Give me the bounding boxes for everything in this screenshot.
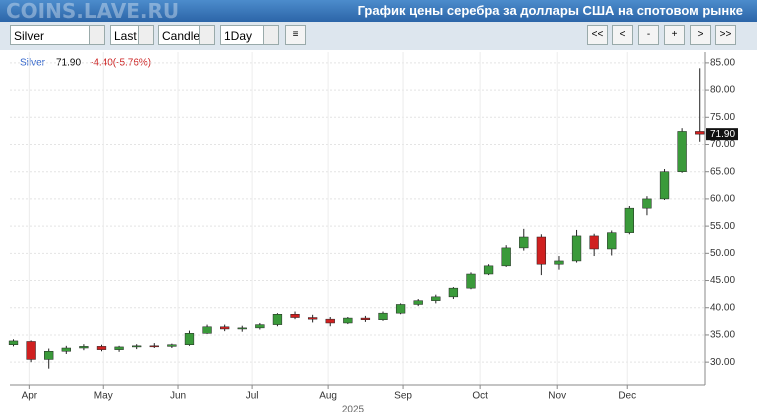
y-tick-label: 30.00 — [710, 357, 735, 368]
candle-body — [220, 326, 230, 330]
candle-body — [360, 317, 371, 320]
candle-body — [26, 341, 36, 360]
candle-body — [589, 235, 599, 250]
candle-body — [96, 346, 107, 350]
candle-body — [132, 345, 142, 348]
candle-body — [343, 317, 353, 324]
price-tag-label: 71.90 — [710, 129, 735, 140]
candle-body — [307, 317, 318, 320]
y-tick-label: 80.00 — [710, 85, 735, 96]
candle-body — [184, 333, 195, 345]
y-tick-label: 45.00 — [710, 275, 735, 286]
candle-body — [44, 351, 54, 360]
nav-button[interactable]: - — [638, 25, 659, 45]
candle-body — [677, 131, 687, 172]
candle-body — [695, 131, 705, 135]
y-tick-label: 75.00 — [710, 112, 735, 123]
candle-body — [413, 300, 423, 305]
header: COINS.LAVE.RU График цены серебра за дол… — [0, 0, 757, 23]
nav-button[interactable]: >> — [715, 25, 736, 45]
candle-body — [149, 345, 159, 348]
y-tick-label: 60.00 — [710, 194, 735, 205]
candle-body — [607, 232, 617, 250]
candle-body — [395, 304, 406, 314]
y-tick-label: 85.00 — [710, 58, 735, 69]
candle-body — [501, 247, 511, 267]
y-tick-label: 50.00 — [710, 248, 735, 259]
candle-body — [624, 207, 634, 233]
candle-body — [237, 327, 247, 330]
y-tick-label: 35.00 — [710, 330, 735, 341]
y-tick-label: 55.00 — [710, 221, 735, 232]
x-tick-label: Apr — [22, 391, 38, 402]
y-tick-label: 40.00 — [710, 302, 735, 313]
y-tick-label: 65.00 — [710, 166, 735, 177]
candle-body — [483, 265, 494, 275]
x-tick-label: May — [94, 391, 113, 402]
x-tick-label: Dec — [618, 391, 636, 402]
symbol-select[interactable]: Silver — [10, 25, 105, 45]
candle-body — [167, 344, 177, 347]
chart-bg — [0, 50, 757, 412]
period-select[interactable]: 1Day — [220, 25, 279, 45]
x-tick-label: Nov — [548, 391, 566, 402]
candle-body — [642, 198, 652, 209]
candle-body — [659, 171, 670, 200]
price-select[interactable]: Last — [110, 25, 154, 45]
candle-body — [378, 312, 388, 320]
y-tick-label: 70.00 — [710, 139, 735, 150]
candle-body — [202, 326, 212, 334]
chart: Silver 71.90 -4.40(-5.76%) 2025 30.00 35.… — [0, 50, 757, 412]
x-tick-label: Oct — [472, 391, 488, 402]
candle-body — [536, 236, 547, 265]
legend-name: Silver — [20, 58, 46, 69]
nav-button[interactable]: + — [664, 25, 685, 45]
table-button[interactable]: ≡ — [285, 25, 306, 45]
x-tick-label: Jun — [170, 391, 186, 402]
legend-change: -4.40(-5.76%) — [90, 58, 151, 69]
style-select[interactable]: Candle — [158, 25, 215, 45]
candle-body — [61, 347, 71, 352]
nav-button[interactable]: << — [587, 25, 608, 45]
candle-body — [114, 346, 124, 350]
year-label: 2025 — [342, 405, 365, 412]
candle-body — [554, 260, 564, 265]
page-title: График цены серебра за доллары США на сп… — [357, 3, 743, 18]
candle-body — [272, 314, 283, 325]
nav-button[interactable]: < — [612, 25, 633, 45]
price-tag — [706, 128, 738, 141]
candle-body — [255, 324, 265, 329]
candle-body — [431, 296, 441, 301]
candle-body — [79, 346, 89, 349]
nav-button[interactable]: > — [690, 25, 711, 45]
candle-body — [519, 236, 529, 249]
legend-last: 71.90 — [56, 58, 81, 69]
candle-body — [290, 314, 300, 318]
x-tick-label: Aug — [319, 391, 337, 402]
candle-body — [325, 318, 335, 324]
candle-body — [571, 235, 582, 262]
x-tick-label: Jul — [246, 391, 259, 402]
watermark: COINS.LAVE.RU — [6, 0, 180, 23]
candle-body — [8, 340, 19, 345]
x-tick-label: Sep — [394, 391, 412, 402]
candle-body — [448, 287, 459, 298]
candle-body — [466, 273, 476, 289]
